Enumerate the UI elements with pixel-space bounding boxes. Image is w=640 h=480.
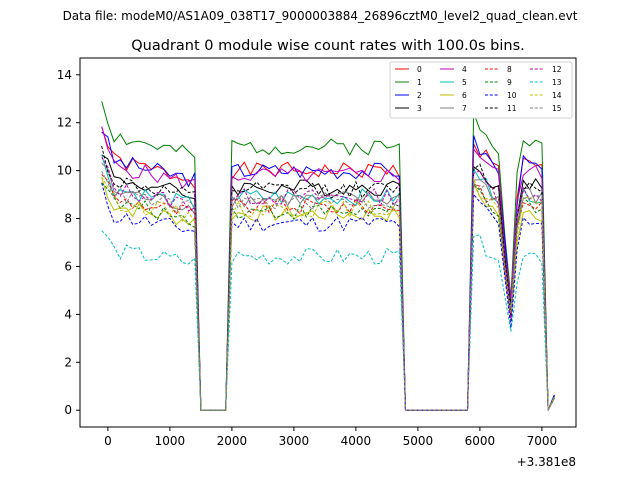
y-tick-label: 0 bbox=[64, 403, 72, 417]
legend-box bbox=[389, 61, 573, 119]
x-tick-label: 2000 bbox=[217, 434, 248, 448]
x-offset-label: +3.381e8 bbox=[517, 455, 576, 469]
y-tick-label: 10 bbox=[57, 164, 72, 178]
series-line-0 bbox=[101, 126, 555, 411]
series-line-1 bbox=[101, 101, 555, 411]
chart-title: Quadrant 0 module wise count rates with … bbox=[131, 38, 525, 54]
legend-label-4: 4 bbox=[462, 65, 467, 74]
series-line-7 bbox=[101, 162, 555, 411]
y-tick-label: 8 bbox=[64, 212, 72, 226]
series-layer bbox=[101, 101, 555, 411]
series-line-4 bbox=[101, 126, 555, 411]
legend-label-12: 12 bbox=[552, 65, 562, 74]
x-tick-label: 0 bbox=[104, 434, 112, 448]
y-tick-label: 4 bbox=[64, 307, 72, 321]
y-tick-label: 6 bbox=[64, 259, 72, 273]
series-line-9 bbox=[101, 182, 555, 411]
legend-label-15: 15 bbox=[552, 104, 562, 113]
x-tick-label: 1000 bbox=[155, 434, 186, 448]
series-line-5 bbox=[101, 154, 555, 411]
legend-label-1: 1 bbox=[417, 78, 422, 87]
series-line-3 bbox=[101, 154, 555, 411]
series-line-10 bbox=[101, 182, 555, 411]
series-line-12 bbox=[101, 157, 555, 411]
series-line-14 bbox=[101, 176, 555, 411]
x-tick-label: 3000 bbox=[279, 434, 310, 448]
x-tick-label: 7000 bbox=[527, 434, 558, 448]
legend-label-7: 7 bbox=[462, 104, 467, 113]
legend-label-13: 13 bbox=[552, 78, 562, 87]
legend-label-8: 8 bbox=[507, 65, 512, 74]
x-tick-label: 4000 bbox=[341, 434, 372, 448]
chart-suptitle: Data file: modeM0/AS1A09_038T17_90000038… bbox=[63, 9, 578, 23]
x-tick-label: 6000 bbox=[465, 434, 496, 448]
series-line-11 bbox=[101, 145, 555, 411]
y-tick-label: 12 bbox=[57, 116, 72, 130]
legend-label-2: 2 bbox=[417, 91, 422, 100]
legend-label-9: 9 bbox=[507, 78, 512, 87]
legend-label-10: 10 bbox=[507, 91, 517, 100]
y-tick-label: 2 bbox=[64, 355, 72, 369]
series-line-2 bbox=[101, 131, 555, 411]
series-line-13 bbox=[101, 230, 555, 411]
legend-label-0: 0 bbox=[417, 65, 422, 74]
legend-label-14: 14 bbox=[552, 91, 562, 100]
series-line-8 bbox=[101, 174, 555, 411]
plot-area bbox=[79, 57, 577, 428]
legend-label-5: 5 bbox=[462, 78, 467, 87]
y-tick-label: 14 bbox=[57, 68, 72, 82]
series-line-6 bbox=[101, 177, 555, 411]
series-line-15 bbox=[101, 170, 555, 411]
legend-label-3: 3 bbox=[417, 104, 422, 113]
x-tick-label: 5000 bbox=[403, 434, 434, 448]
legend-label-11: 11 bbox=[507, 104, 517, 113]
legend-label-6: 6 bbox=[462, 91, 467, 100]
